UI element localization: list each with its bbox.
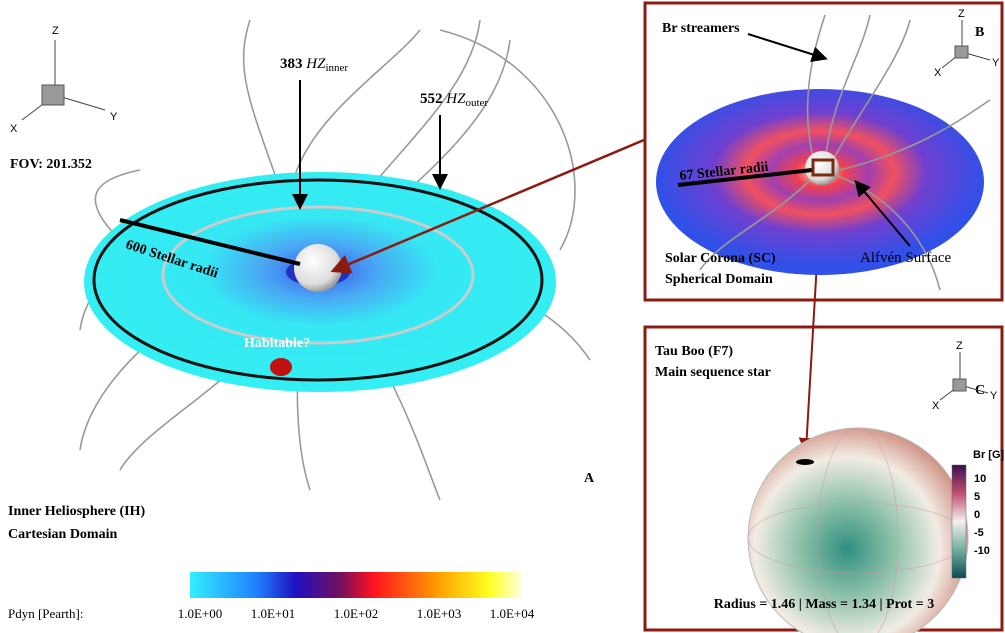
domain-a-1: Inner Heliosphere (IH) xyxy=(8,504,145,519)
radius-line-a xyxy=(119,218,301,266)
colorbar-a-tick: 1.0E+01 xyxy=(251,606,296,621)
colorbar-c-label: Br [G] xyxy=(973,449,1005,461)
field-lines-b xyxy=(699,14,991,291)
star-a xyxy=(294,244,342,292)
colorbar-a xyxy=(190,572,522,598)
streamers-label: Br streamers xyxy=(662,21,740,36)
domain-a-2: Cartesian Domain xyxy=(8,527,117,542)
parallel xyxy=(747,502,969,574)
colorbar-c-tick: -10 xyxy=(974,545,990,557)
domain-b-2: Spherical Domain xyxy=(665,272,773,287)
zoom-box xyxy=(811,158,835,177)
colorbar-c-tick: -5 xyxy=(974,527,984,539)
hz-inner-ring xyxy=(161,205,475,345)
colorbar-c-tick: 10 xyxy=(974,473,986,485)
pole-marker xyxy=(796,459,814,465)
triad-a: Z X Y xyxy=(10,25,118,135)
colorbar-a-tick: 1.0E+00 xyxy=(178,606,223,621)
axis-z: Z xyxy=(52,25,59,37)
fov: FOV: 201.352 xyxy=(10,157,92,172)
planet xyxy=(270,358,292,376)
axis-y: Y xyxy=(110,111,118,123)
star-params: Radius = 1.46 | Mass = 1.34 | Prot = 3 xyxy=(714,597,934,612)
alfven-label: Alfvén Surface xyxy=(860,250,952,266)
colorbar-c-tick: 0 xyxy=(974,509,980,521)
triad-c: Z X Y xyxy=(932,340,998,412)
colorbar-a-tick: 1.0E+02 xyxy=(334,606,379,621)
star-name: Tau Boo (F7) xyxy=(655,344,733,359)
panel-letter-a: A xyxy=(584,471,595,486)
colorbar-c xyxy=(951,464,967,579)
axis-x: X xyxy=(10,123,18,135)
axis-x: X xyxy=(932,400,940,412)
axis-z: Z xyxy=(956,340,963,352)
panel-b-frame xyxy=(643,1,1004,302)
hz-outer-label: 552 HZouter xyxy=(420,91,488,109)
axis-y: Y xyxy=(992,57,1000,69)
habitable-label: Habitable? xyxy=(244,336,310,351)
arrow-streamers xyxy=(747,33,828,63)
star-type: Main sequence star xyxy=(655,365,771,380)
connector-ab xyxy=(330,138,645,274)
arrow-alfven xyxy=(854,179,911,247)
hz-inner-label: 383 HZinner xyxy=(280,56,348,74)
meridian xyxy=(817,427,899,633)
colorbar-a-tick: 1.0E+04 xyxy=(490,606,535,621)
axis-z: Z xyxy=(958,8,965,20)
hz-outer-ring xyxy=(92,178,544,382)
triad-b: Z X Y xyxy=(934,8,1000,79)
axis-x: X xyxy=(934,67,942,79)
colorbar-a-tick: 1.0E+03 xyxy=(417,606,462,621)
colorbar-a-label: Pdyn [Pearth]: xyxy=(8,606,83,621)
colorbar-c-tick: 5 xyxy=(974,491,980,503)
domain-b-1: Solar Corona (SC) xyxy=(665,251,776,266)
axis-y: Y xyxy=(990,390,998,402)
radius-line-b xyxy=(677,168,813,187)
panel-letter-b: B xyxy=(975,25,984,40)
